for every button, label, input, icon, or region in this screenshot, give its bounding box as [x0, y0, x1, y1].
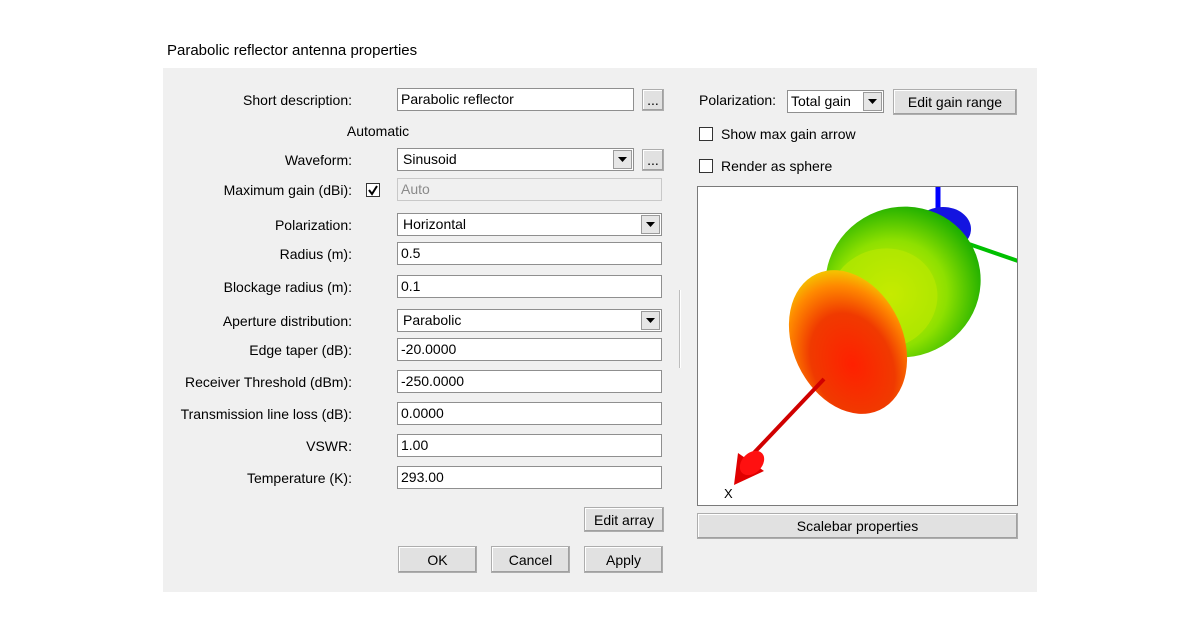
- check-mark: [368, 185, 378, 196]
- checkbox-label: Show max gain arrow: [721, 126, 856, 142]
- field-value: Sinusoid: [403, 151, 457, 167]
- select-box[interactable]: Parabolic: [397, 309, 662, 332]
- axis-label: X: [724, 486, 733, 501]
- field-label: Aperture distribution:: [222, 313, 352, 329]
- field-label: Radius (m):: [279, 246, 352, 262]
- browse-button[interactable]: ...: [642, 89, 664, 111]
- checkbox[interactable]: [366, 183, 380, 197]
- pattern-view: X: [697, 186, 1019, 506]
- select-box[interactable]: Horizontal: [397, 213, 662, 236]
- field-label: Transmission line loss (dB):: [180, 406, 352, 422]
- field-label: Short description:: [243, 92, 352, 108]
- field-value: Parabolic: [403, 312, 462, 328]
- field-value: -250.0000: [401, 373, 465, 389]
- checkbox[interactable]: [699, 127, 713, 141]
- select-box[interactable]: Sinusoid: [397, 148, 634, 171]
- field-value: Auto: [401, 181, 430, 197]
- dialog-button[interactable]: Cancel: [491, 546, 570, 573]
- field-label: Edge taper (dB):: [249, 342, 352, 358]
- text-input[interactable]: Parabolic reflector: [397, 88, 634, 111]
- field-value: 0.1: [401, 278, 421, 294]
- field-value: -20.0000: [401, 341, 457, 357]
- arrow-icon: [646, 318, 655, 323]
- dialog-button[interactable]: Apply: [584, 546, 663, 573]
- field-label: Receiver Threshold (dBm):: [184, 374, 352, 390]
- dropdown-arrow: [641, 215, 660, 234]
- pattern-3d: X: [724, 187, 1019, 501]
- dropdown-arrow: [613, 150, 632, 169]
- field-value: Parabolic reflector: [401, 91, 514, 107]
- text-input[interactable]: 293.00: [397, 466, 662, 489]
- text-input[interactable]: 0.5: [397, 242, 662, 265]
- select-value: Total gain: [791, 93, 851, 109]
- polarization-select[interactable]: Total gain: [787, 90, 884, 113]
- dialog-title: Parabolic reflector antenna properties: [167, 42, 418, 59]
- text-input[interactable]: Auto: [397, 178, 662, 201]
- field-value: 293.00: [401, 469, 444, 485]
- arrow-icon: [618, 157, 627, 162]
- field-label: Temperature (K):: [246, 470, 352, 486]
- browse-button[interactable]: ...: [642, 149, 664, 171]
- separator: [679, 290, 681, 368]
- field-label: VSWR:: [306, 438, 352, 454]
- text-input[interactable]: -250.0000: [397, 370, 662, 393]
- field-label: Blockage radius (m):: [223, 279, 352, 295]
- arrow-icon: [868, 99, 877, 104]
- field-label: Polarization:: [274, 217, 352, 233]
- arrow-icon: [646, 222, 655, 227]
- dialog-button[interactable]: OK: [398, 546, 477, 573]
- text-input[interactable]: 1.00: [397, 434, 662, 457]
- text-input[interactable]: 0.1: [397, 275, 662, 298]
- field-value: Horizontal: [403, 216, 467, 232]
- text-input[interactable]: -20.0000: [397, 338, 662, 361]
- edit-array-button[interactable]: Edit array: [584, 507, 664, 532]
- scalebar-button[interactable]: Scalebar properties: [697, 513, 1018, 539]
- checkbox[interactable]: [699, 159, 713, 173]
- field-value: 0.0000: [401, 405, 444, 421]
- edit-gain-range-button[interactable]: Edit gain range: [893, 89, 1017, 115]
- text-input[interactable]: 0.0000: [397, 402, 662, 425]
- dropdown-arrow: [863, 92, 882, 111]
- field-value: 1.00: [401, 437, 429, 453]
- dropdown-arrow: [641, 311, 660, 330]
- automatic-label: Automatic: [346, 123, 410, 139]
- polarization-label: Polarization:: [699, 92, 777, 108]
- field-value: 0.5: [401, 245, 421, 261]
- checkbox-label: Render as sphere: [721, 158, 833, 174]
- field-label: Waveform:: [284, 152, 352, 168]
- field-label: Maximum gain (dBi):: [223, 182, 352, 198]
